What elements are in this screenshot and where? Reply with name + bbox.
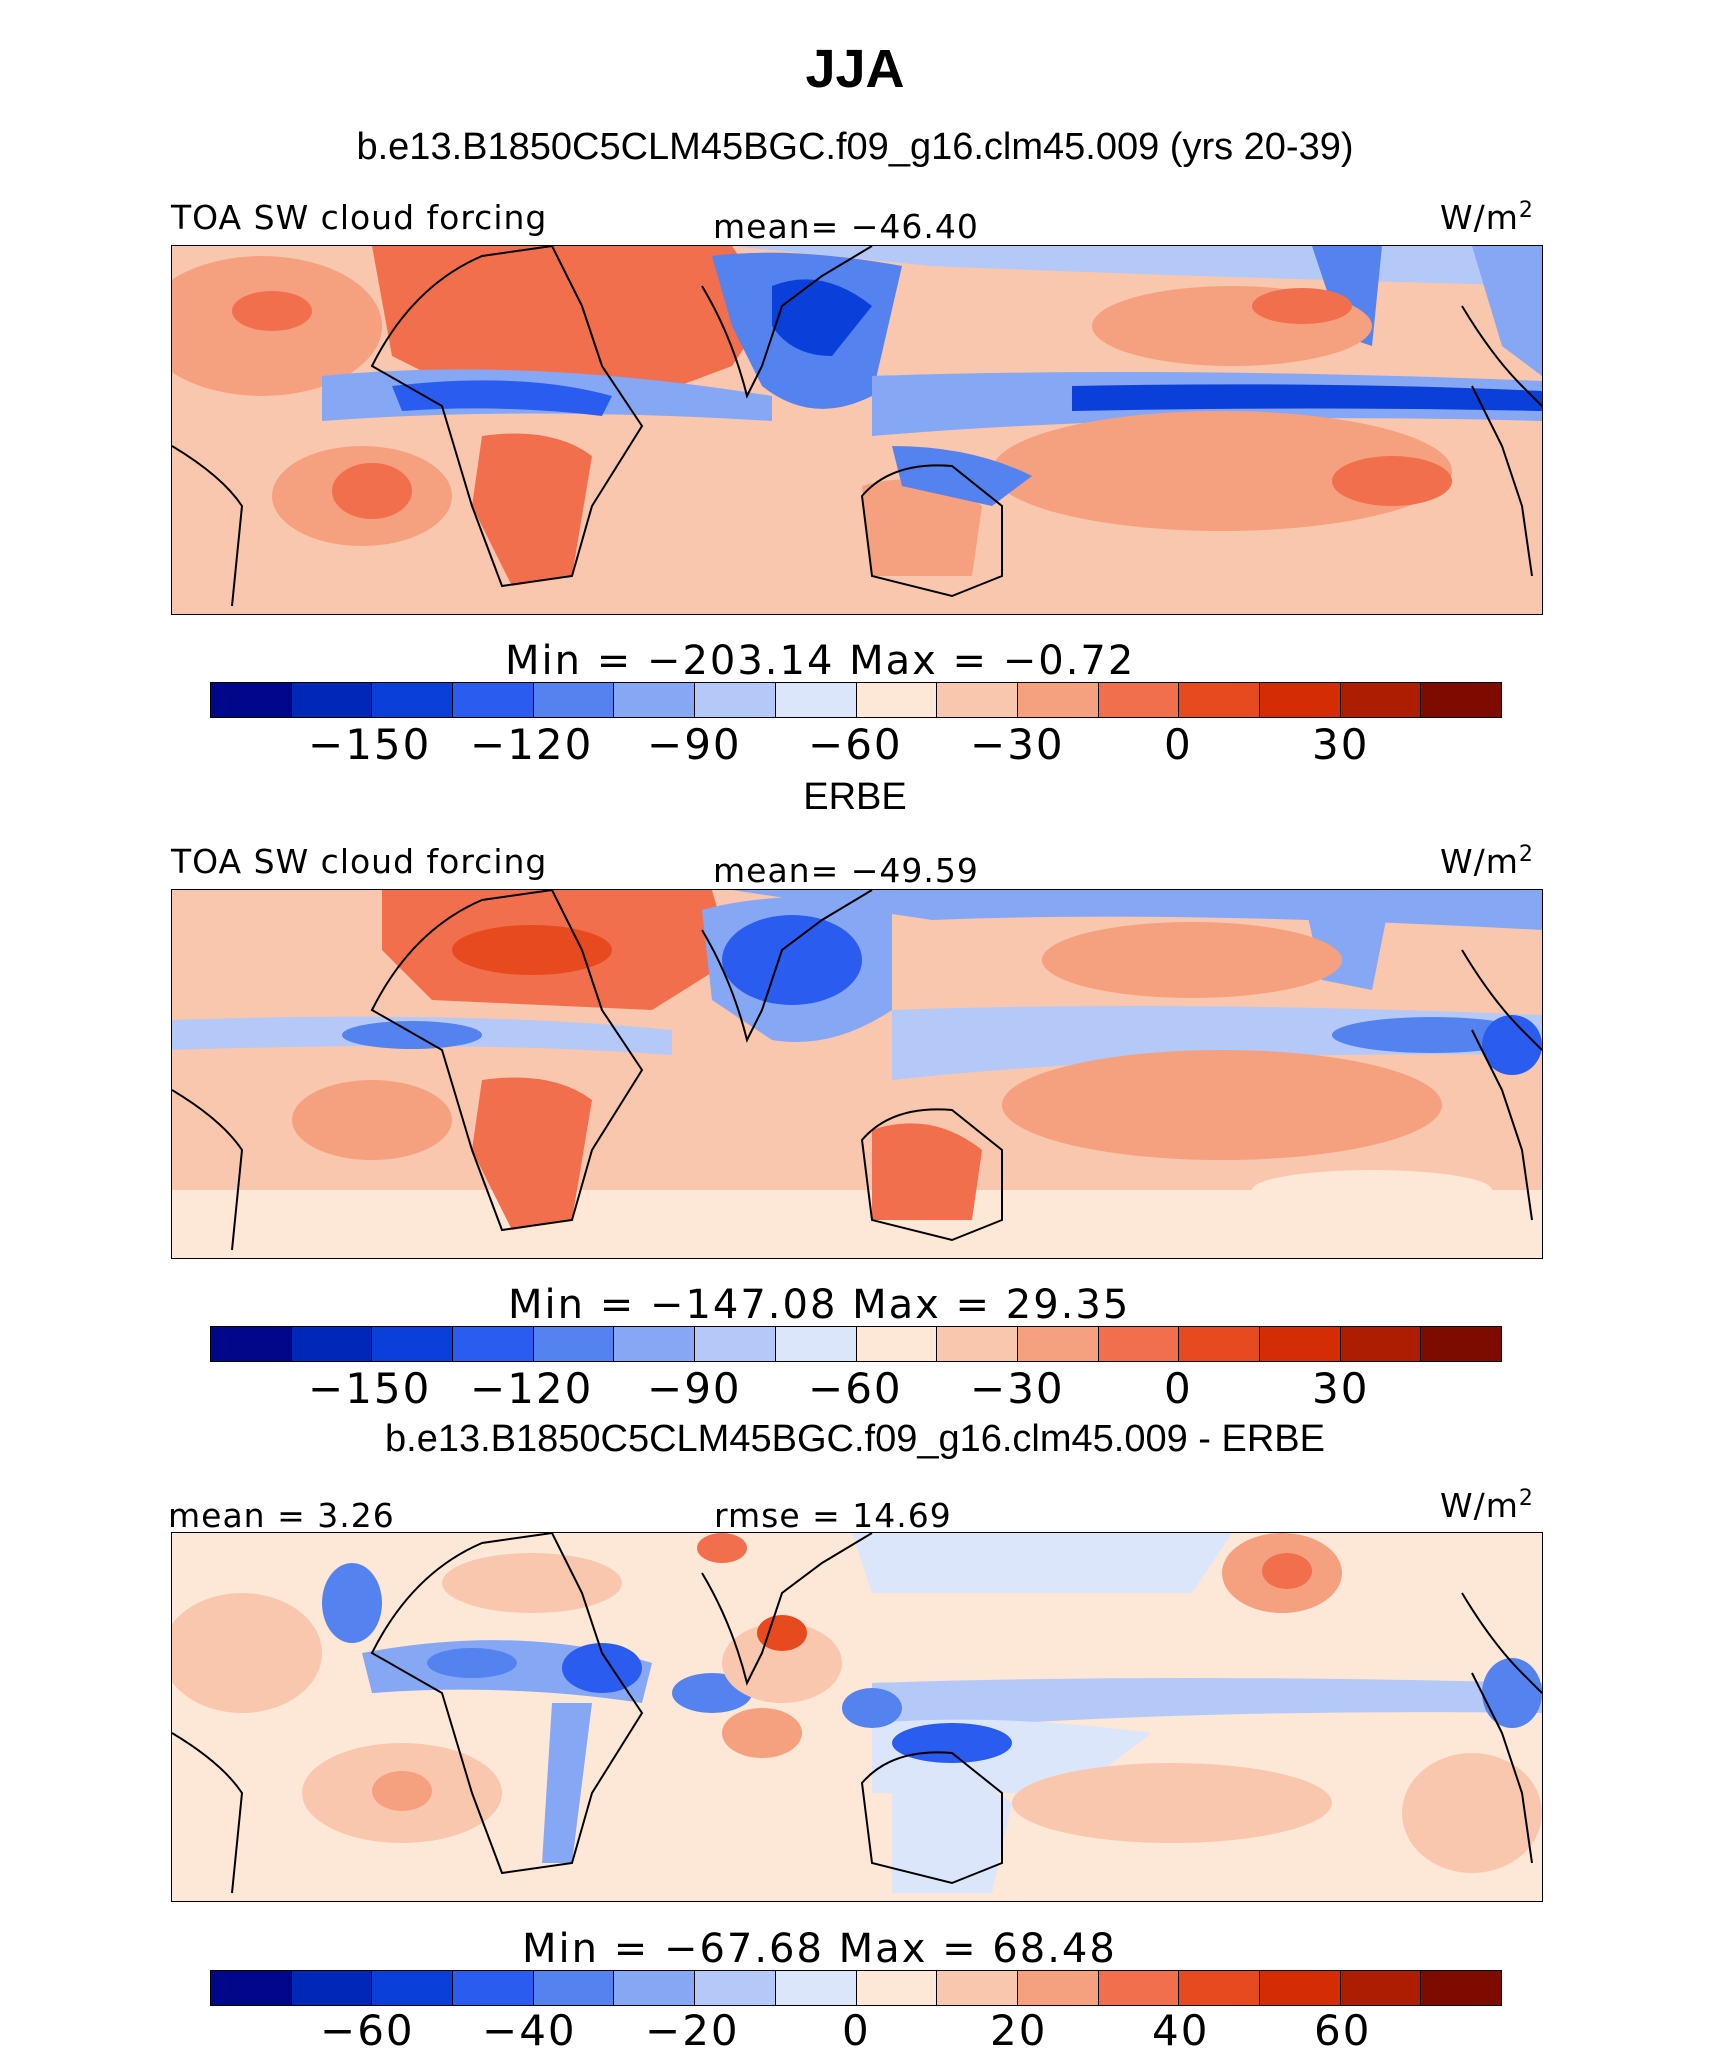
panel-1-contour-field: [172, 246, 1542, 614]
colorbar-swatch: [211, 1327, 292, 1361]
colorbar-swatch: [856, 1327, 938, 1361]
colorbar-swatch: [1259, 1971, 1341, 2005]
colorbar-swatch: [1017, 1327, 1099, 1361]
colorbar-swatch: [1098, 1971, 1180, 2005]
colorbar-swatch: [1340, 1327, 1422, 1361]
panel-2-tick-7: 30: [1312, 1364, 1370, 1413]
colorbar-swatch: [856, 683, 938, 717]
colorbar-swatch: [937, 1971, 1018, 2005]
colorbar-swatch: [372, 683, 454, 717]
colorbar-swatch: [211, 1971, 292, 2005]
panel-3-tick-5: 20: [990, 2006, 1048, 2055]
panel-3-mean-label: mean = 3.26: [168, 1496, 395, 1535]
colorbar-swatch: [937, 683, 1018, 717]
panel-2-tick-3: −90: [647, 1364, 742, 1413]
colorbar-swatch: [614, 683, 696, 717]
panel-3-tick-3: −20: [645, 2006, 740, 2055]
panel-2-mean-label: mean= −49.59: [713, 851, 979, 890]
panel-1-tick-1: −150: [308, 720, 432, 769]
colorbar-swatch: [372, 1327, 454, 1361]
panel-3-contour-field: [172, 1533, 1542, 1901]
colorbar-swatch: [775, 1327, 857, 1361]
colorbar-swatch: [291, 1327, 373, 1361]
colorbar-swatch: [1421, 1971, 1501, 2005]
panel-1-colorbar: [210, 682, 1502, 718]
panel-3-subtitle: b.e13.B1850C5CLM45BGC.f09_g16.clm45.009 …: [385, 1418, 1325, 1460]
colorbar-swatch: [533, 1327, 615, 1361]
panel-2-tick-1: −150: [308, 1364, 432, 1413]
panel-1-variable-label: TOA SW cloud forcing: [171, 198, 548, 237]
colorbar-swatch: [1098, 683, 1180, 717]
colorbar-swatch: [1179, 683, 1260, 717]
panel-2-tick-4: −60: [808, 1364, 903, 1413]
colorbar-swatch: [1421, 1327, 1501, 1361]
panel-3-units: W/m2: [1440, 1486, 1534, 1525]
panel-2-units: W/m2: [1440, 842, 1534, 881]
colorbar-swatch: [1179, 1971, 1260, 2005]
panel-2-contour-field: [172, 890, 1542, 1258]
colorbar-swatch: [775, 683, 857, 717]
colorbar-swatch: [1179, 1327, 1260, 1361]
panel-2-colorbar: [210, 1326, 1502, 1362]
panel-1-tick-6: 0: [1164, 720, 1193, 769]
colorbar-swatch: [1340, 683, 1422, 717]
colorbar-swatch: [211, 683, 292, 717]
colorbar-swatch: [695, 1971, 776, 2005]
panel-2-map: [171, 889, 1543, 1259]
colorbar-swatch: [533, 683, 615, 717]
panel-3-rmse-label: rmse = 14.69: [714, 1496, 952, 1535]
colorbar-swatch: [1259, 683, 1341, 717]
panel-3-tick-7: 60: [1314, 2006, 1372, 2055]
panel-1-tick-5: −30: [970, 720, 1065, 769]
panel-1-mean-label: mean= −46.40: [713, 207, 979, 246]
colorbar-swatch: [614, 1971, 696, 2005]
panel-2-minmax: Min = −147.08 Max = 29.35: [508, 1282, 1131, 1328]
colorbar-swatch: [1421, 683, 1501, 717]
colorbar-swatch: [1340, 1971, 1422, 2005]
colorbar-swatch: [1017, 683, 1099, 717]
panel-2-tick-6: 0: [1164, 1364, 1193, 1413]
colorbar-swatch: [453, 683, 534, 717]
colorbar-swatch: [775, 1971, 857, 2005]
panel-2-tick-2: −120: [470, 1364, 594, 1413]
colorbar-swatch: [856, 1971, 938, 2005]
panel-1-tick-7: 30: [1312, 720, 1370, 769]
colorbar-swatch: [453, 1327, 534, 1361]
panel-3-tick-4: 0: [842, 2006, 871, 2055]
panel-1-map: [171, 245, 1543, 615]
panel-1-tick-4: −60: [808, 720, 903, 769]
colorbar-swatch: [695, 1327, 776, 1361]
panel-3-tick-6: 40: [1152, 2006, 1210, 2055]
panel-3-tick-1: −60: [320, 2006, 415, 2055]
colorbar-swatch: [695, 683, 776, 717]
panel-3-map: [171, 1532, 1543, 1902]
colorbar-swatch: [1098, 1327, 1180, 1361]
panel-1-minmax: Min = −203.14 Max = −0.72: [505, 638, 1136, 684]
colorbar-swatch: [1017, 1971, 1099, 2005]
figure-title: JJA: [805, 39, 905, 99]
colorbar-swatch: [453, 1971, 534, 2005]
panel-1-tick-3: −90: [647, 720, 742, 769]
panel-2-subtitle: ERBE: [803, 776, 907, 818]
panel-2-variable-label: TOA SW cloud forcing: [171, 842, 548, 881]
colorbar-swatch: [614, 1327, 696, 1361]
panel-3-minmax: Min = −67.68 Max = 68.48: [522, 1926, 1117, 1972]
colorbar-swatch: [533, 1971, 615, 2005]
colorbar-swatch: [937, 1327, 1018, 1361]
colorbar-swatch: [291, 683, 373, 717]
panel-1-units: W/m2: [1440, 198, 1534, 237]
panel-3-tick-2: −40: [482, 2006, 577, 2055]
panel-3-colorbar: [210, 1970, 1502, 2006]
colorbar-swatch: [372, 1971, 454, 2005]
colorbar-swatch: [291, 1971, 373, 2005]
colorbar-swatch: [1259, 1327, 1341, 1361]
panel-1-tick-2: −120: [470, 720, 594, 769]
panel-2-tick-5: −30: [970, 1364, 1065, 1413]
panel-1-subtitle: b.e13.B1850C5CLM45BGC.f09_g16.clm45.009 …: [356, 126, 1354, 168]
